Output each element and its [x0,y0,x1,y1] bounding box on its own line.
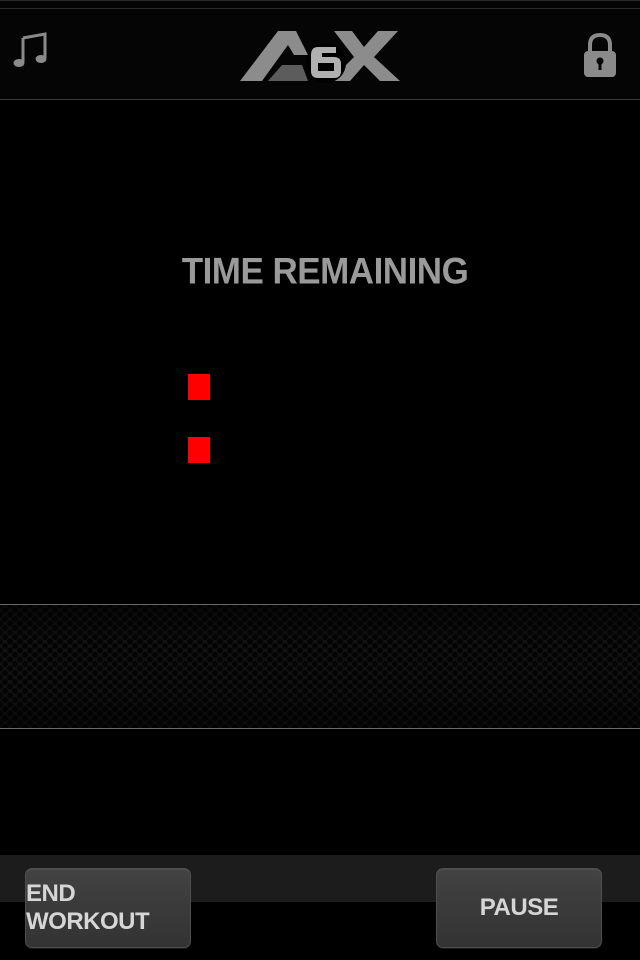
bottom-toolbar: END WORKOUT PAUSE [0,855,640,960]
header-bar: A6X [0,0,640,100]
lock-button[interactable] [578,29,622,81]
music-note-icon [13,32,47,67]
mesh-texture-band [0,604,640,729]
time-remaining-label: TIME REMAINING [181,251,469,292]
music-button[interactable] [8,29,52,73]
end-workout-button[interactable]: END WORKOUT [25,868,191,948]
app-logo: A6X [238,25,402,87]
header-divider [0,8,640,9]
lock-icon [584,32,616,77]
separator-dot-bottom [188,437,210,463]
timer-separator [188,374,210,464]
separator-dot-top [188,374,210,400]
pause-button[interactable]: PAUSE [436,868,602,948]
